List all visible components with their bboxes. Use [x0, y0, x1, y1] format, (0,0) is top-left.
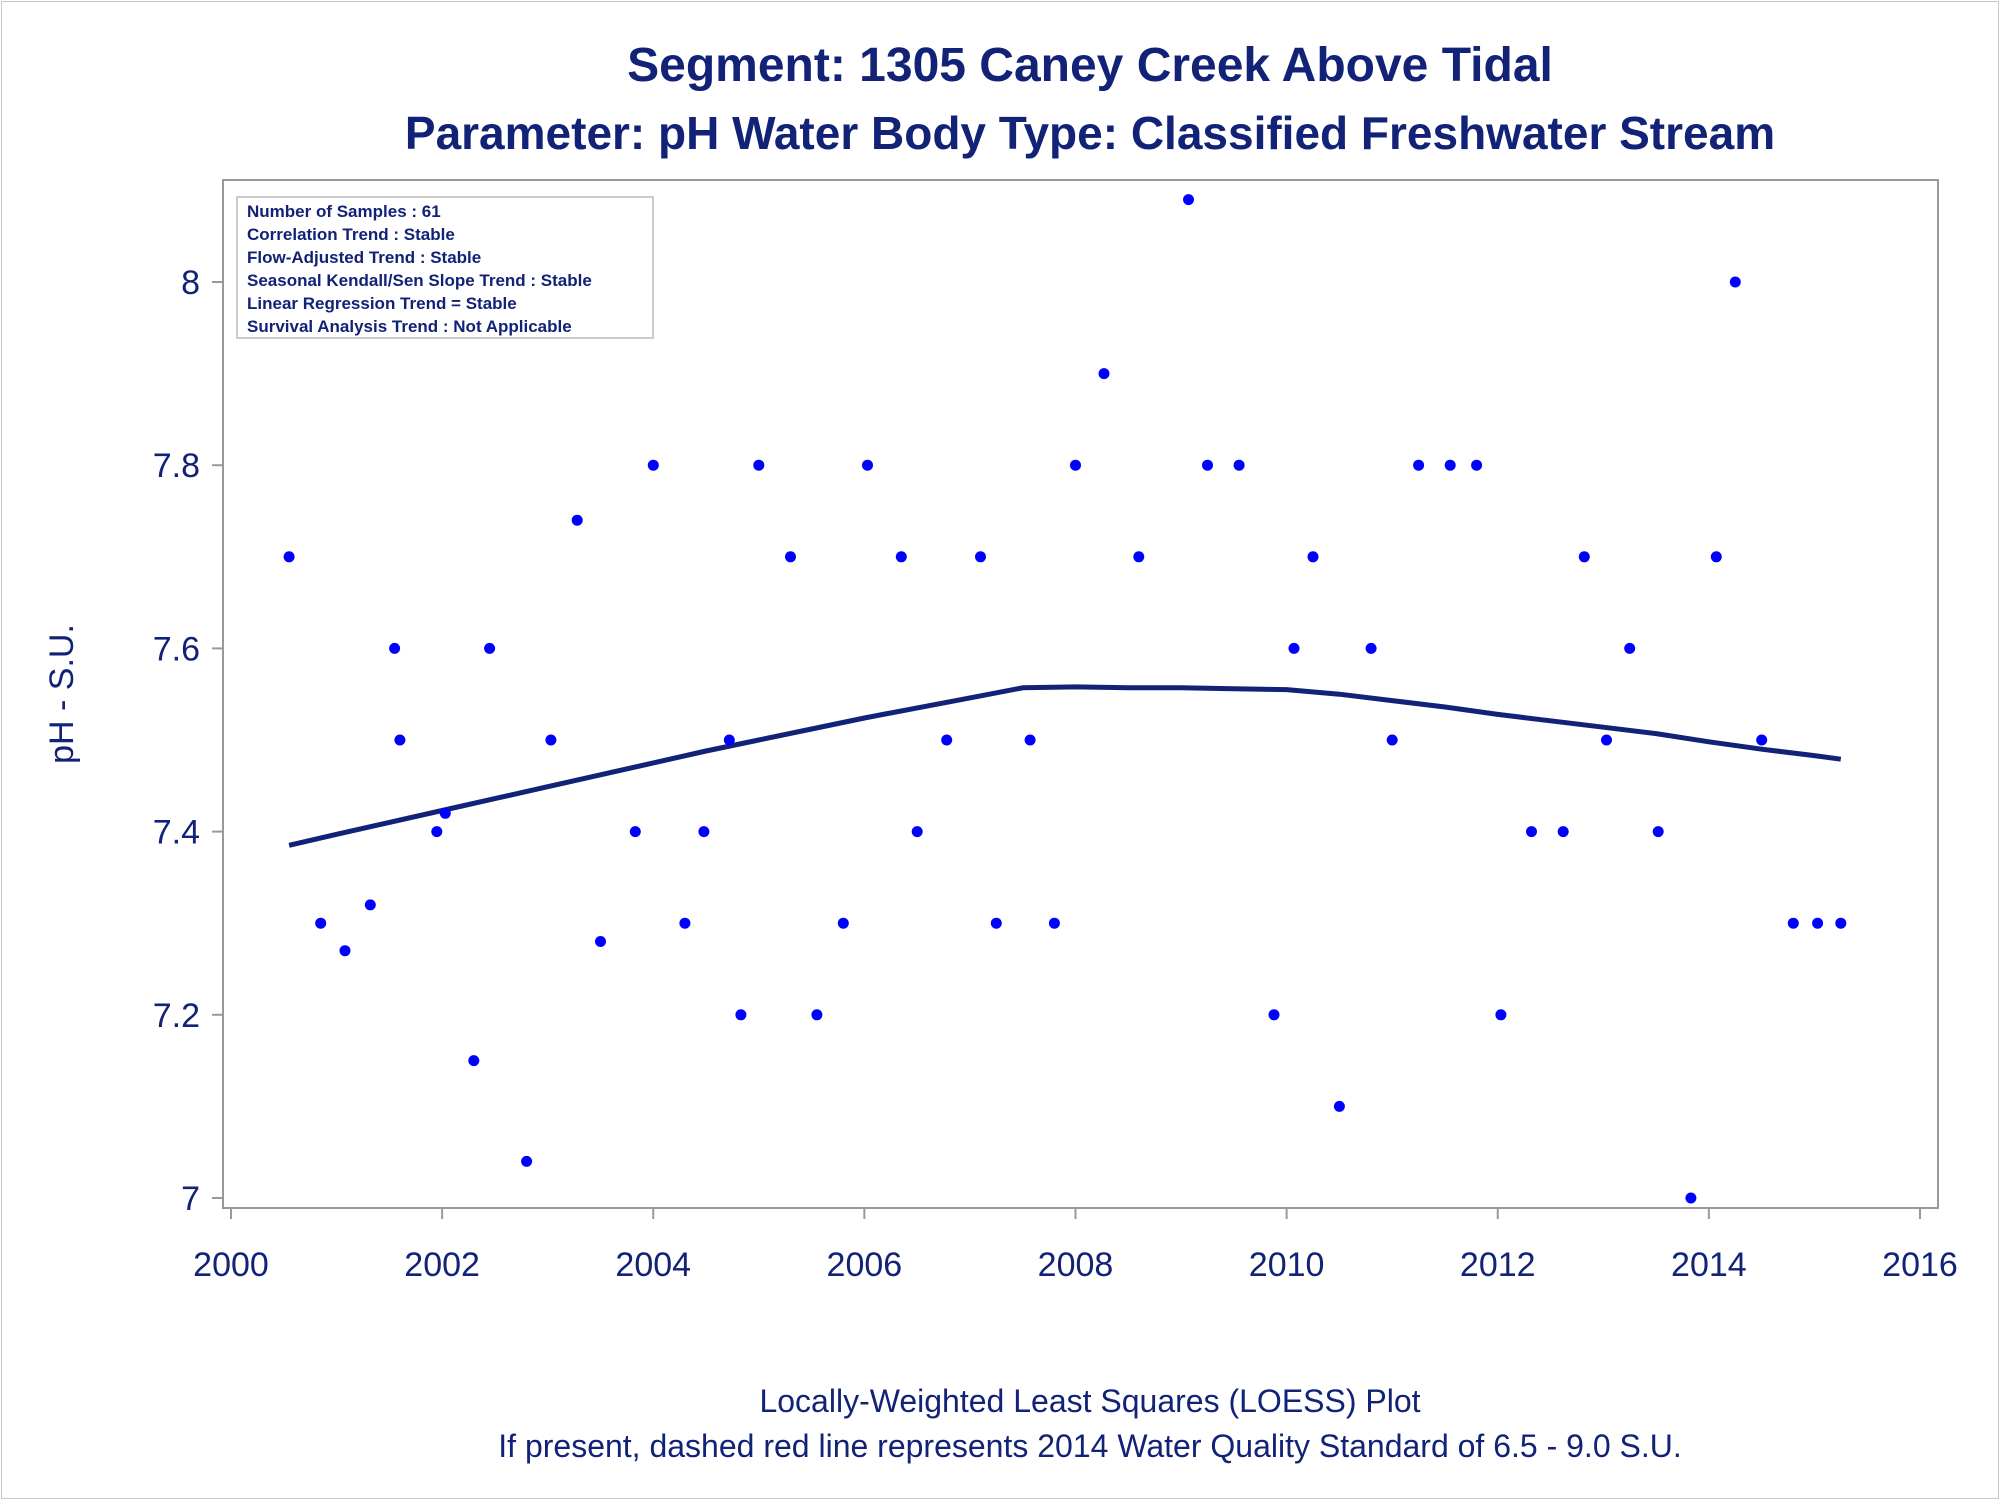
data-point [1756, 734, 1768, 746]
data-point [431, 826, 443, 838]
data-point [629, 826, 641, 838]
data-point [1202, 459, 1213, 471]
plot-area [222, 179, 1939, 1209]
data-point [1098, 368, 1110, 380]
data-point [1233, 459, 1245, 471]
data-point [1578, 551, 1590, 563]
legend-line: Linear Regression Trend = Stable [247, 294, 517, 313]
data-point [1835, 917, 1847, 929]
data-point [1365, 642, 1377, 654]
y-axis: 7 7.2 7.4 7.6 7.8 8 [153, 264, 223, 1218]
data-point [1070, 459, 1081, 471]
footnote-standard: If present, dashed red line represents 2… [498, 1428, 1682, 1464]
data-point [1685, 1192, 1697, 1204]
data-point [990, 917, 1002, 929]
y-tick-label: 7.8 [153, 447, 200, 485]
sample-points [283, 194, 1847, 1204]
data-point [679, 917, 691, 929]
data-point [1288, 642, 1300, 654]
legend-line: Seasonal Kendall/Sen Slope Trend : Stabl… [247, 271, 592, 290]
data-point [1787, 917, 1799, 929]
y-tick-label: 7.2 [153, 997, 200, 1035]
legend-line: Number of Samples : 61 [247, 202, 441, 221]
x-axis: 2000 2002 2004 2006 2008 2010 2012 2014 2016 [193, 1208, 1958, 1284]
y-tick-label: 7 [181, 1180, 200, 1218]
data-point [1652, 826, 1664, 838]
legend-border [236, 196, 654, 339]
data-point [1729, 276, 1741, 288]
data-point [283, 551, 295, 563]
data-point [1268, 1009, 1280, 1021]
data-point [785, 551, 796, 563]
data-point [1307, 551, 1319, 563]
x-tick-label: 2000 [193, 1246, 269, 1284]
data-point [484, 642, 496, 654]
y-axis-label: pH - S.U. [43, 624, 81, 764]
x-tick-label: 2012 [1460, 1246, 1536, 1284]
data-point [571, 514, 583, 526]
data-point [941, 734, 953, 746]
data-point [1526, 826, 1537, 838]
data-point [521, 1155, 533, 1167]
data-point [1710, 551, 1722, 563]
chart-subtitle: Parameter: pH Water Body Type: Classifie… [404, 107, 1776, 159]
data-point [811, 1009, 823, 1021]
y-tick-label: 8 [181, 264, 200, 302]
y-tick-label: 7.4 [153, 814, 200, 852]
trend-legend-box: Number of Samples : 61 Correlation Trend … [236, 196, 654, 339]
data-point [1601, 734, 1612, 746]
data-point [389, 642, 401, 654]
x-tick-label: 2006 [827, 1246, 903, 1284]
data-point [1471, 459, 1483, 471]
data-point [1183, 194, 1194, 206]
data-point [1413, 459, 1425, 471]
loess-series [288, 684, 1842, 848]
data-point [1812, 917, 1824, 929]
data-point [595, 936, 606, 947]
y-tick-label: 7.6 [153, 630, 200, 668]
data-point [1333, 1100, 1345, 1112]
loess-line [288, 684, 1842, 848]
data-point [339, 945, 351, 957]
data-point [394, 734, 406, 746]
x-tick-label: 2008 [1038, 1246, 1114, 1284]
data-point [1495, 1009, 1507, 1021]
data-point [647, 459, 659, 471]
data-point [545, 734, 557, 746]
data-point [315, 917, 327, 929]
data-point [911, 826, 923, 838]
legend-line: Flow-Adjusted Trend : Stable [247, 248, 481, 267]
data-point [735, 1009, 747, 1021]
data-point [1444, 459, 1456, 471]
data-point [862, 459, 873, 471]
data-point [723, 734, 735, 746]
footnote-method: Locally-Weighted Least Squares (LOESS) P… [759, 1383, 1421, 1419]
data-point [975, 551, 986, 563]
data-point [1133, 551, 1145, 563]
x-tick-label: 2014 [1671, 1246, 1747, 1284]
data-point [895, 551, 907, 563]
data-point [468, 1055, 480, 1067]
legend-line: Survival Analysis Trend : Not Applicable [247, 317, 572, 336]
x-tick-label: 2016 [1882, 1246, 1958, 1284]
data-point [1557, 826, 1569, 838]
data-point [1024, 734, 1036, 746]
data-point [364, 899, 376, 911]
chart-title: Segment: 1305 Caney Creek Above Tidal [627, 39, 1553, 92]
x-tick-label: 2010 [1249, 1246, 1325, 1284]
data-point [1624, 642, 1636, 654]
data-point [439, 807, 451, 819]
data-point [1048, 917, 1060, 929]
x-tick-label: 2002 [404, 1246, 480, 1284]
data-point [753, 459, 765, 471]
data-point [1386, 734, 1398, 746]
data-point [837, 917, 849, 929]
x-tick-label: 2004 [615, 1246, 691, 1284]
legend-line: Correlation Trend : Stable [247, 225, 455, 244]
data-point [698, 826, 710, 838]
